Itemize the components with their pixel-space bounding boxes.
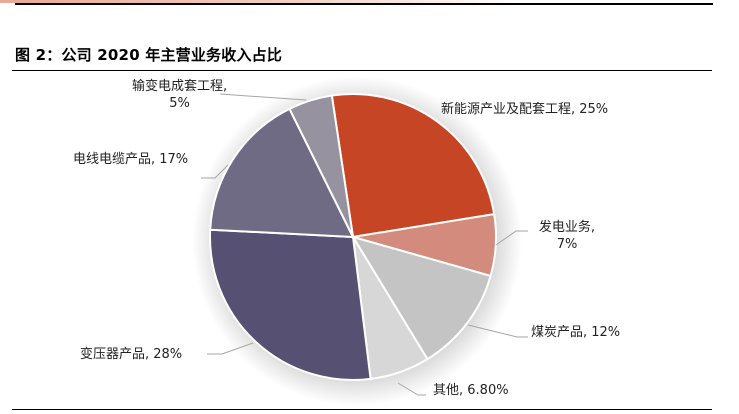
label-cable: 电线电缆产品, 17%: [73, 152, 189, 167]
bottom-rule: [12, 409, 712, 410]
pie-slice-2: [350, 235, 492, 361]
label-coal: 煤炭产品, 12%: [531, 325, 621, 340]
label-other: 其他, 6.80%: [433, 383, 509, 398]
pie-slices: [209, 93, 497, 381]
label-transmission-name: 输变电成套工程,: [132, 79, 228, 94]
pie-slice-5: [209, 107, 355, 239]
leader-line-transmission: [219, 93, 307, 101]
leader-line-transformer: [207, 342, 254, 355]
label-transformer: 变压器产品, 28%: [80, 347, 183, 362]
leader-line-other: [397, 382, 426, 396]
label-power-name: 发电业务,: [538, 220, 596, 235]
pie-slice-0: [330, 93, 496, 239]
figure-title: 图 2：公司 2020 年主营业务收入占比: [15, 46, 283, 64]
leader-lines: [201, 93, 528, 396]
top-rule: [15, 3, 713, 5]
label-transmission: 输变电成套工程, 5%: [132, 78, 227, 112]
pie-slice-6: [288, 94, 354, 238]
leader-line-cable: [201, 164, 229, 179]
title-rule: [12, 70, 712, 71]
label-power-value: 7%: [556, 237, 578, 252]
label-new-energy: 新能源产业及配套工程, 25%: [441, 102, 609, 117]
leader-line-coal: [467, 324, 528, 338]
label-power: 发电业务, 7%: [531, 219, 603, 253]
label-transmission-value: 5%: [169, 96, 190, 111]
pie-slice-4: [209, 228, 372, 381]
top-accent-bar: [0, 0, 739, 3]
leader-line-power: [495, 230, 528, 246]
